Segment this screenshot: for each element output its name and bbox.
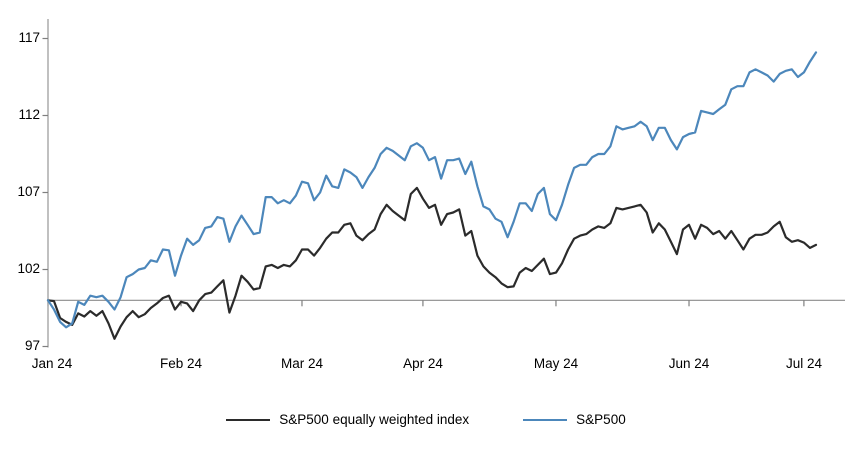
legend-label-sp500: S&P500 bbox=[576, 412, 626, 427]
x-tick-label: Jul 24 bbox=[785, 356, 823, 371]
y-tick-label: 107 bbox=[17, 184, 40, 199]
x-tick-label: Mar 24 bbox=[280, 356, 324, 371]
series-line-equal-weight bbox=[46, 186, 818, 340]
x-tick-label: Jan 24 bbox=[31, 356, 73, 371]
y-tick-label: 112 bbox=[18, 107, 40, 122]
x-tick-label: Apr 24 bbox=[403, 356, 443, 371]
y-tick-label: 97 bbox=[24, 338, 40, 353]
x-tick-label: May 24 bbox=[533, 356, 579, 371]
equal-weight-line-swatch bbox=[226, 418, 271, 421]
legend-label-equal-weight: S&P500 equally weighted index bbox=[279, 412, 470, 427]
legend-item-sp500: S&P500 bbox=[523, 412, 626, 427]
series-line-sp500 bbox=[46, 51, 818, 329]
legend-item-equal-weight: S&P500 equally weighted index bbox=[226, 412, 469, 427]
y-tick-label: 117 bbox=[18, 30, 40, 45]
x-tick-label: Feb 24 bbox=[159, 356, 203, 371]
x-tick-label: Jun 24 bbox=[668, 356, 710, 371]
chart-legend: S&P500 equally weighted index S&P500 bbox=[0, 412, 852, 427]
y-tick-label: 102 bbox=[17, 261, 40, 276]
sp500-line-swatch bbox=[523, 418, 568, 421]
